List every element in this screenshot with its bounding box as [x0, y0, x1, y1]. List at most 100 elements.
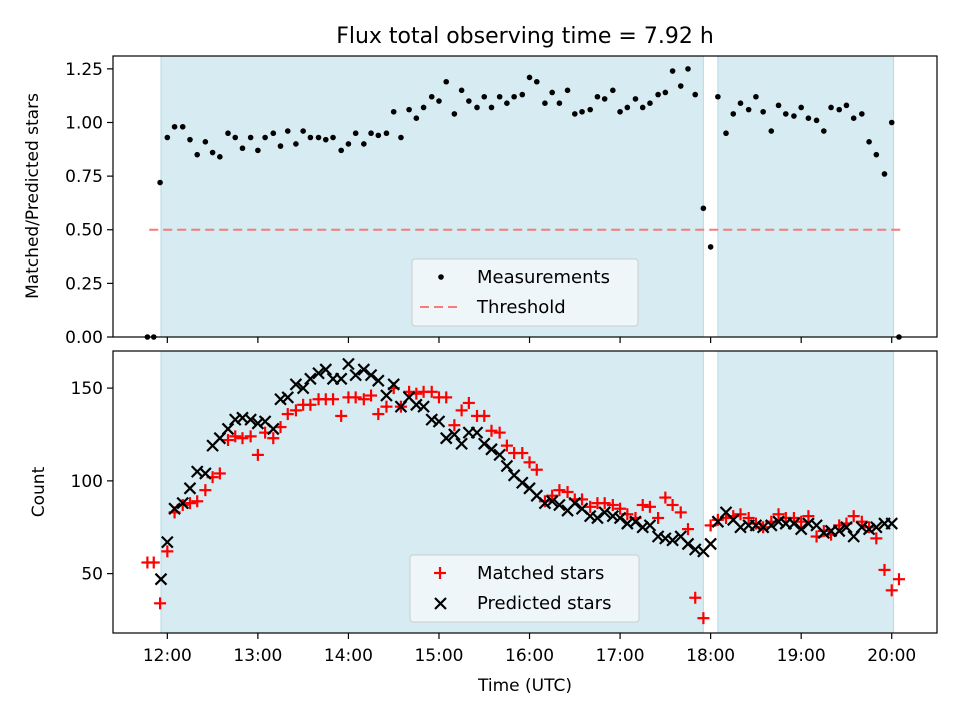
- predicted-star-point: [817, 526, 831, 540]
- measurement-point: [579, 108, 585, 115]
- matched-star-point: [598, 497, 611, 510]
- count-legend: Matched stars Predicted stars: [409, 554, 640, 623]
- measurement-point: [361, 141, 367, 147]
- matched-stars-series: [141, 382, 905, 625]
- matched-star-point: [878, 563, 891, 576]
- matched-star-point: [425, 385, 438, 398]
- measurement-points: [144, 66, 902, 340]
- predicted-star-point: [161, 535, 174, 549]
- matched-star-point: [802, 510, 815, 523]
- ratio-plot-frame: [112, 55, 938, 338]
- matched-star-point: [183, 497, 196, 510]
- predicted-star-point: [228, 413, 242, 426]
- ratio-legend: Measurements Threshold: [411, 258, 639, 327]
- predicted-star-point: [659, 532, 672, 545]
- predicted-star-point: [221, 422, 235, 436]
- measurement-point: [715, 93, 721, 100]
- predicted-legend-marker: [434, 597, 447, 610]
- predicted-star-point: [410, 398, 423, 412]
- matched-star-point: [546, 489, 559, 502]
- matched-star-point: [493, 426, 506, 439]
- measurement-point: [217, 154, 223, 160]
- predicted-star-point: [772, 515, 785, 528]
- measurement-point: [685, 66, 691, 72]
- matched-star-point: [817, 524, 830, 537]
- predicted-star-point: [598, 506, 611, 519]
- measurement-point: [850, 115, 857, 122]
- measurement-point: [330, 134, 336, 141]
- matched-star-point: [666, 498, 679, 511]
- measurement-point: [730, 111, 737, 117]
- matched-star-point: [711, 513, 724, 526]
- matched-star-point: [681, 523, 694, 536]
- measurement-point: [390, 108, 397, 115]
- matched-star-point: [870, 532, 883, 545]
- measurement-point: [519, 91, 526, 98]
- count-y-axis-label: Count: [29, 466, 49, 517]
- measurement-point: [428, 93, 435, 100]
- matched-star-point: [380, 400, 393, 413]
- measurement-point: [791, 113, 797, 119]
- matched-star-point: [357, 393, 370, 406]
- matched-star-point: [636, 498, 649, 511]
- predicted-star-point: [666, 533, 679, 547]
- matched-star-point: [213, 467, 226, 480]
- measurement-point: [610, 87, 616, 94]
- measurement-point: [542, 100, 548, 106]
- matched-star-point: [885, 584, 898, 597]
- x-tick-label: 20:00: [867, 646, 916, 666]
- measurement-point: [533, 78, 540, 85]
- predicted-star-point: [455, 437, 468, 451]
- predicted-star-point: [636, 520, 649, 534]
- y-tick-label: 0.75: [65, 167, 103, 187]
- y-tick-label: 1.00: [65, 113, 103, 133]
- matched-star-point: [236, 432, 249, 445]
- measurement-point: [813, 117, 820, 124]
- measurement-point: [225, 130, 231, 137]
- predicted-star-point: [183, 482, 197, 495]
- measurement-point: [284, 128, 291, 134]
- measurement-point: [587, 106, 593, 113]
- measurement-point: [639, 104, 646, 111]
- predicted-star-point: [364, 368, 378, 382]
- predicted-star-point: [296, 381, 310, 395]
- matched-star-point: [221, 434, 234, 447]
- measurement-point: [821, 128, 827, 134]
- predicted-stars-series: [154, 357, 899, 586]
- predicted-star-point: [643, 519, 657, 532]
- measurement-point: [157, 179, 163, 186]
- measurement-point: [601, 96, 608, 102]
- measurement-point: [239, 145, 246, 152]
- matched-star-point: [372, 408, 385, 421]
- predicted-star-point: [704, 537, 717, 551]
- measurement-point: [383, 130, 390, 137]
- predicted-star-point: [538, 496, 552, 510]
- measurement-point: [873, 151, 880, 158]
- measurement-point: [805, 115, 812, 122]
- measurement-point: [866, 139, 872, 145]
- measurement-point: [300, 128, 306, 134]
- predicted-star-point: [885, 517, 899, 530]
- measurement-point: [662, 89, 669, 96]
- predicted-star-point: [176, 496, 190, 510]
- measurement-point: [368, 130, 374, 137]
- matched-star-point: [349, 391, 362, 404]
- measurement-point: [496, 93, 503, 100]
- matched-star-point: [584, 500, 597, 513]
- predicted-star-point: [387, 378, 400, 391]
- matched-star-point: [485, 424, 498, 437]
- predicted-star-point: [855, 520, 869, 534]
- measurement-point: [723, 130, 729, 137]
- measurements-legend-marker: [438, 274, 444, 280]
- count-panel: 12:00 13:00 14:00 15:00 16:00 17:00 18:00 19:00…: [29, 350, 938, 696]
- x-axis-label: Time (UTC): [477, 676, 572, 696]
- matched-star-point: [267, 432, 280, 445]
- measurement-point: [775, 102, 782, 109]
- measurement-point: [511, 93, 517, 100]
- measurement-point: [171, 123, 178, 130]
- measurement-point: [677, 83, 684, 89]
- measurement-point: [420, 104, 427, 111]
- predicted-star-point: [485, 443, 498, 456]
- matched-star-point: [516, 447, 529, 460]
- measurement-point: [315, 134, 322, 141]
